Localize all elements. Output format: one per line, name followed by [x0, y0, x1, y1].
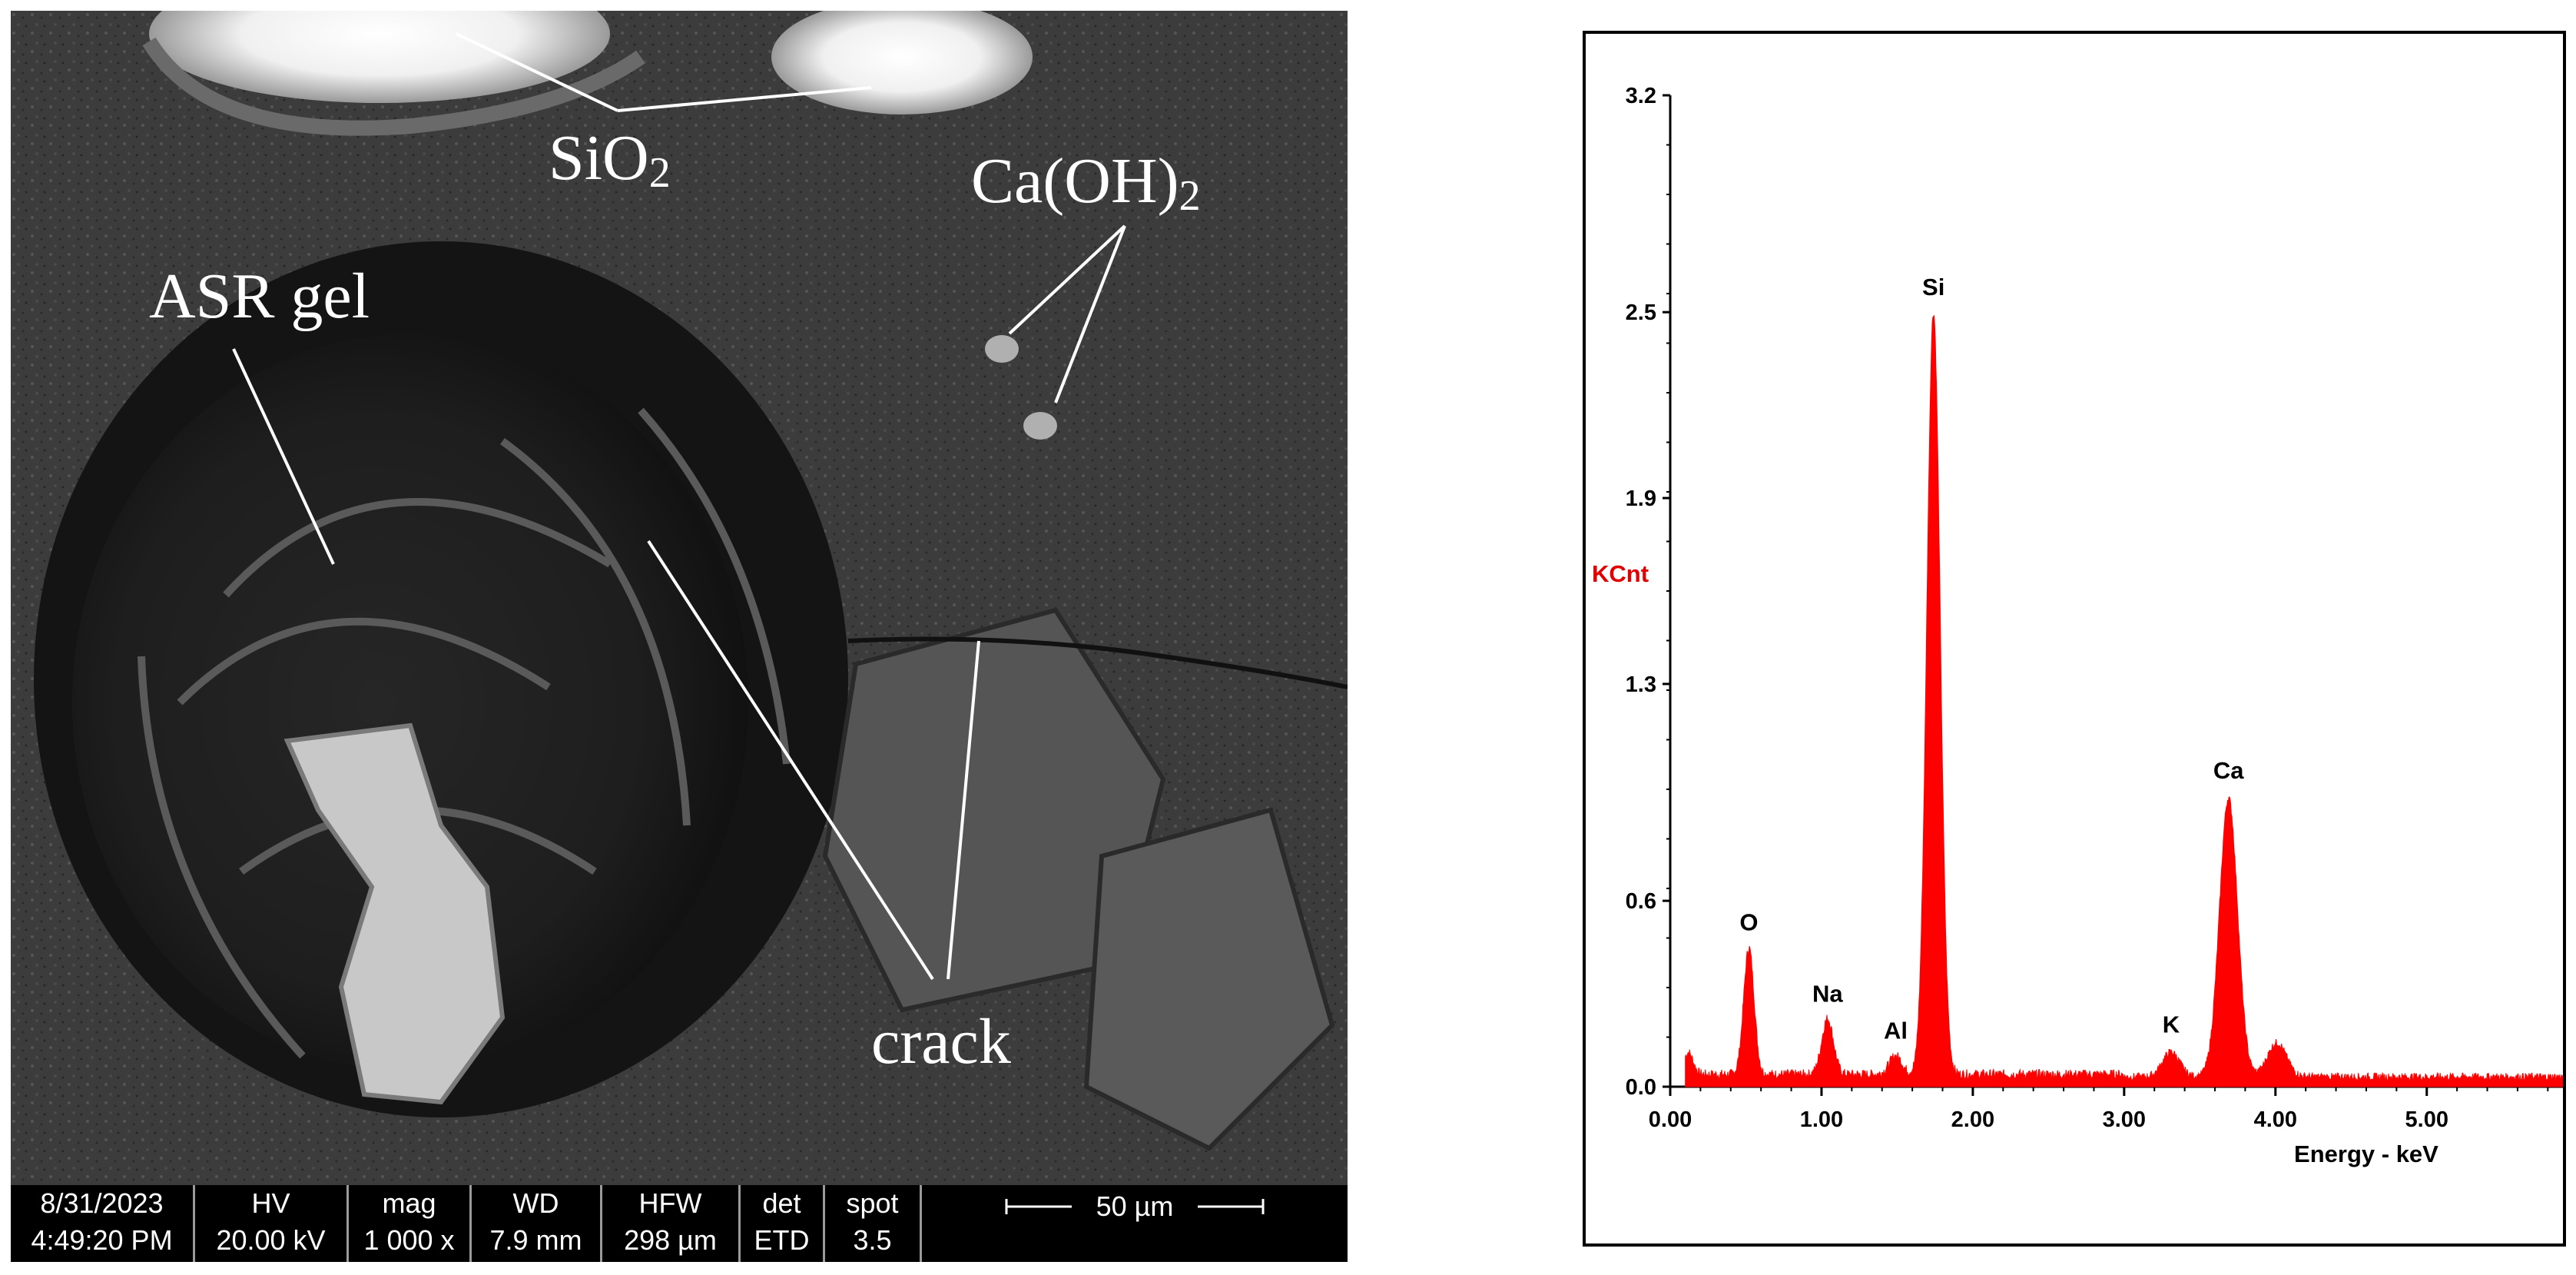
info-wd: WD 7.9 mm — [472, 1185, 602, 1262]
spectrum-series — [1685, 315, 2563, 1087]
debris-particle — [283, 722, 506, 1105]
caoh2-crystal-1 — [985, 335, 1019, 363]
info-mag: mag 1 000 x — [349, 1185, 472, 1262]
scale-bar-line — [1005, 1191, 1265, 1222]
scale-bar: 50 µm — [922, 1185, 1348, 1262]
info-spot: spot 3.5 — [825, 1185, 922, 1262]
sio2-particle-right — [771, 11, 1033, 115]
sem-image — [11, 11, 1348, 1185]
peak-label-o: O — [1739, 909, 1758, 936]
sio2-label: SiO2 — [549, 122, 671, 197]
y-tick-label: 0.0 — [1626, 1075, 1656, 1100]
peak-label-si: Si — [1922, 274, 1944, 300]
peak-label-k: K — [2163, 1011, 2180, 1038]
info-datetime: 8/31/2023 4:49:20 PM — [11, 1185, 195, 1262]
leader-lines — [232, 32, 1126, 981]
x-tick-label: 4.00 — [2254, 1107, 2297, 1132]
x-tick-label: 1.00 — [1800, 1107, 1843, 1132]
info-hv: HV 20.00 kV — [195, 1185, 349, 1262]
chart-labels: KCnt Energy - keV O Na Al Si K Ca — [1592, 274, 2438, 1167]
sem-info-bar: 8/31/2023 4:49:20 PM HV 20.00 kV mag 1 0… — [11, 1185, 1348, 1262]
scale-bar-label: 50 µm — [1096, 1190, 1174, 1222]
x-tick-label: 0.00 — [1649, 1107, 1692, 1132]
sio2-rim — [142, 37, 645, 136]
peak-label-al: Al — [1884, 1018, 1908, 1044]
info-det: det ETD — [741, 1185, 825, 1262]
y-tick-label: 0.6 — [1626, 889, 1656, 914]
sem-micrograph: SiO2 Ca(OH)2 ASR gel crack 8/31/2023 4:4… — [11, 11, 1348, 1262]
peak-label-na: Na — [1812, 980, 1843, 1007]
x-tick-label: 3.00 — [2103, 1107, 2146, 1132]
spectrum-area — [1685, 315, 2563, 1087]
crack-label: crack — [871, 1006, 1011, 1077]
y-axis-label: KCnt — [1592, 560, 1649, 587]
eds-chart: 0.0 0.6 1.3 1.9 2.5 3.2 0.00 1.00 2.00 3.00 4.00 5.… — [1592, 84, 2563, 1167]
x-axis-label: Energy - keV — [2294, 1141, 2438, 1167]
info-hfw: HFW 298 µm — [602, 1185, 741, 1262]
plate-lower-right — [1083, 807, 1335, 1151]
chart-axes: 0.0 0.6 1.3 1.9 2.5 3.2 0.00 1.00 2.00 3.00 4.00 5.… — [1626, 84, 2563, 1132]
caoh2-crystal-2 — [1023, 412, 1057, 440]
peak-label-ca: Ca — [2213, 757, 2244, 784]
y-tick-label: 3.2 — [1626, 84, 1656, 108]
crack-line — [847, 636, 1348, 689]
x-tick-label: 5.00 — [2405, 1107, 2448, 1132]
y-tick-label: 2.5 — [1626, 300, 1656, 325]
asr-gel-label: ASR gel — [149, 261, 370, 332]
caoh2-label: Ca(OH)2 — [971, 145, 1201, 220]
x-tick-label: 2.00 — [1951, 1107, 1994, 1132]
eds-spectrum-panel: 0.0 0.6 1.3 1.9 2.5 3.2 0.00 1.00 2.00 3.00 4.00 5.… — [1583, 31, 2566, 1247]
y-tick-label: 1.3 — [1626, 672, 1656, 697]
sio2-particle-left — [149, 11, 610, 103]
y-tick-label: 1.9 — [1626, 486, 1656, 511]
